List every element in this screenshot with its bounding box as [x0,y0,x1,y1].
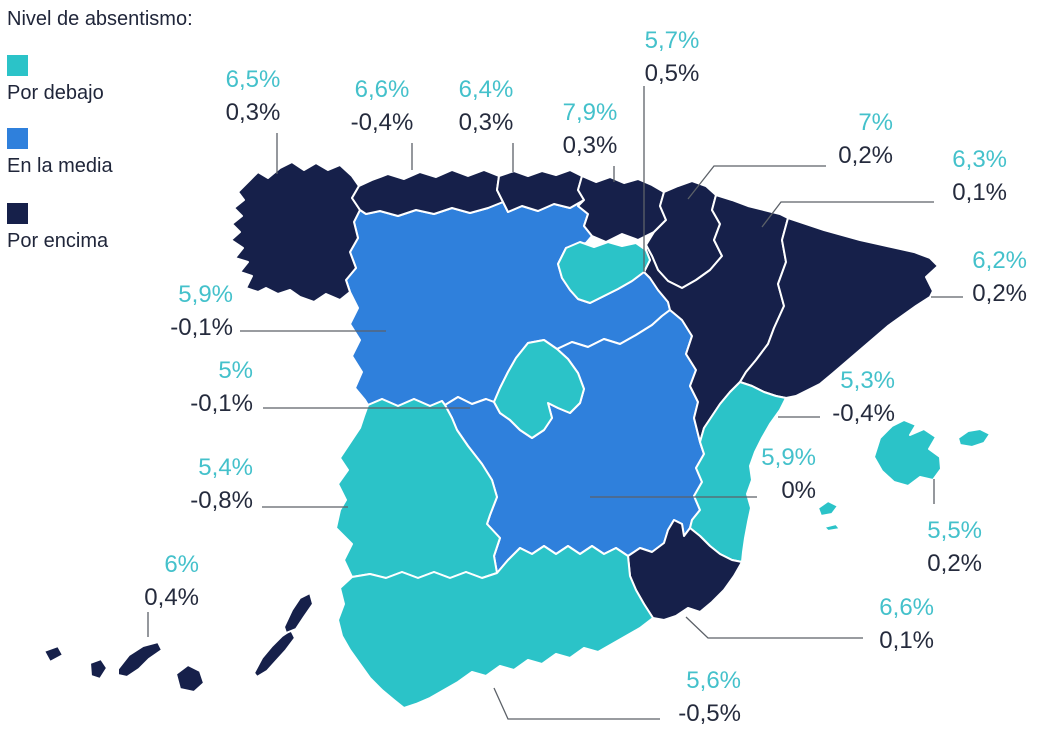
legend-label-average: En la media [7,155,113,177]
absenteeism-value: 5,6% [686,667,741,694]
absenteeism-delta: 0,3% [225,99,281,126]
absenteeism-delta: 0,1% [952,179,1007,206]
island-ibiza [817,500,839,517]
island-mallorca [873,419,942,487]
legend-swatch-above-icon [7,203,28,224]
leader-navarra [687,165,826,200]
island-tenerife [117,641,163,678]
absenteeism-delta: 0,1% [879,627,934,654]
island-el-hierro [43,645,64,663]
region-madrid [493,339,585,439]
island-menorca [957,428,991,448]
absenteeism-value: 5,7% [644,27,700,54]
legend-label-above: Por encima [7,230,109,252]
absenteeism-value: 7,9% [562,99,618,126]
absenteeism-value: 6,3% [952,146,1007,173]
region-label-pais-vasco: 7,9% 0,3% [540,96,640,162]
absenteeism-value: 5,4% [198,454,253,481]
legend-swatch-below-icon [7,55,28,76]
island-formentera [823,523,841,532]
absenteeism-delta: 0% [781,477,816,504]
absenteeism-delta: -0,1% [170,314,233,341]
region-label-baleares: 5,5% 0,2% [872,514,982,580]
absenteeism-delta: -0,1% [190,390,253,417]
region-baleares [817,419,991,532]
absenteeism-delta: -0,4% [350,109,414,136]
absenteeism-delta: 0,2% [972,280,1027,307]
absenteeism-value: 6,2% [972,247,1027,274]
absenteeism-delta: 0,2% [927,550,982,577]
region-label-andalucia: 5,6% -0,5% [631,664,741,730]
absenteeism-value: 6,4% [458,76,514,103]
region-murcia [627,519,743,621]
region-label-asturias: 6,6% -0,4% [332,73,432,139]
legend-title: Nivel de absentismo: [7,8,193,30]
region-label-aragon: 6,3% 0,1% [897,143,1007,209]
absenteeism-delta: 0,5% [644,60,700,87]
region-asturias [351,169,504,217]
region-la-rioja [557,241,651,304]
absenteeism-value: 5,3% [840,367,895,394]
legend-item-above: Por encima [7,203,187,253]
island-lanzarote [283,592,314,634]
absenteeism-value: 6,6% [354,76,410,103]
island-fuerteventura [253,629,296,678]
absenteeism-delta: -0,5% [678,700,741,727]
absenteeism-value: 5,9% [178,281,233,308]
absenteeism-delta: -0,8% [190,487,253,514]
region-cantabria [496,169,585,213]
region-label-castilla-y-leon: 5,9% -0,1% [123,278,233,344]
region-andalucia [337,545,654,709]
absenteeism-delta: 0,4% [144,584,199,611]
region-label-madrid: 5% -0,1% [143,354,253,420]
region-label-la-rioja: 5,7% 0,5% [622,24,722,90]
absenteeism-delta: -0,4% [832,400,895,427]
region-label-canarias: 6% 0,4% [89,548,199,614]
legend-item-below: Por debajo [7,55,187,105]
region-galicia [230,161,361,303]
absenteeism-delta: 0,3% [562,132,618,159]
region-label-galicia: 6,5% 0,3% [203,63,303,129]
leader-aragon [761,201,934,228]
absenteeism-value: 6% [164,551,199,578]
region-label-navarra: 7% 0,2% [783,106,893,172]
leader-murcia [685,616,863,639]
region-label-castilla-la-mancha: 5,9% 0% [706,441,816,507]
region-label-murcia: 6,6% 0,1% [824,591,934,657]
region-label-comunidad-valenciana: 5,3% -0,4% [785,364,895,430]
legend-label-below: Por debajo [7,82,104,104]
region-label-cantabria: 6,4% 0,3% [436,73,536,139]
absenteeism-delta: 0,2% [838,142,893,169]
region-canarias [43,592,314,693]
absenteeism-value: 6,5% [225,66,281,93]
region-label-extremadura: 5,4% -0,8% [143,451,253,517]
absenteeism-value: 6,6% [879,594,934,621]
leader-andalucia [493,687,660,720]
absenteeism-delta: 0,3% [458,109,514,136]
absenteeism-value: 7% [858,109,893,136]
legend-item-average: En la media [7,128,187,178]
island-la-palma [89,658,108,680]
region-label-cataluna: 6,2% 0,2% [917,244,1027,310]
absenteeism-value: 5,9% [761,444,816,471]
absenteeism-value: 5% [218,357,253,384]
legend-swatch-average-icon [7,128,28,149]
absenteeism-value: 5,5% [927,517,982,544]
region-cataluna [739,217,939,399]
island-gran-canaria [175,664,205,693]
leader-lines [147,86,963,720]
